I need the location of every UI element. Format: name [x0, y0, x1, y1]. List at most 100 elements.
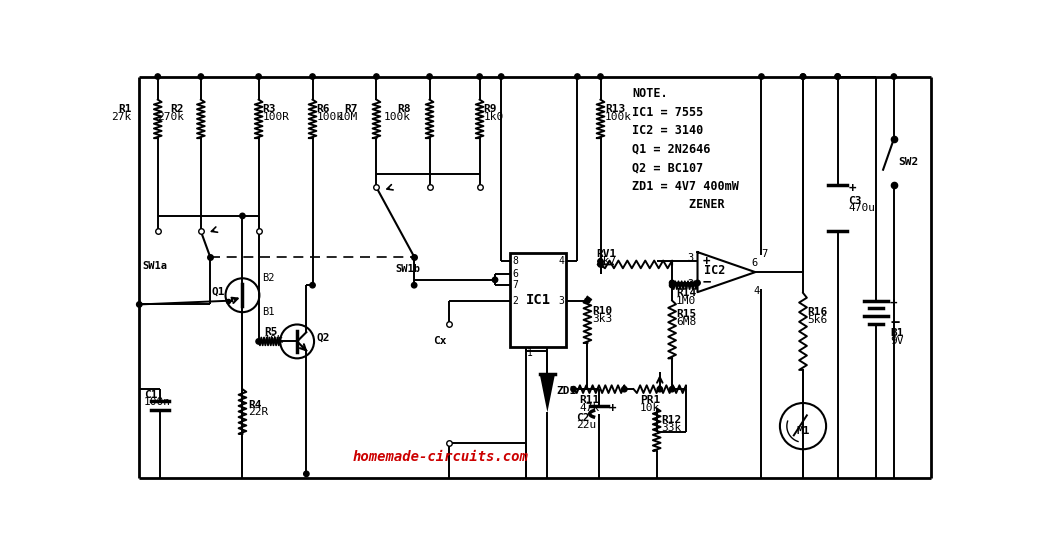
Text: 10k: 10k	[640, 403, 660, 413]
Circle shape	[256, 74, 261, 79]
Text: C1: C1	[144, 390, 158, 399]
Text: 100k: 100k	[606, 112, 632, 122]
Text: R2: R2	[170, 104, 184, 114]
Text: 1M0: 1M0	[675, 295, 696, 306]
Circle shape	[498, 74, 504, 79]
Text: 100k: 100k	[384, 112, 411, 122]
Text: ZD1: ZD1	[556, 386, 577, 396]
Text: −: −	[891, 315, 899, 330]
Text: PR1: PR1	[640, 395, 660, 405]
Text: −: −	[703, 275, 711, 288]
Text: R1: R1	[118, 104, 132, 114]
Text: 33k: 33k	[661, 423, 682, 433]
Text: 100R: 100R	[262, 112, 289, 122]
Text: R7: R7	[345, 104, 358, 114]
Text: 10k: 10k	[264, 335, 284, 345]
Circle shape	[598, 74, 603, 79]
Text: 6: 6	[752, 258, 758, 268]
Circle shape	[310, 283, 315, 288]
Circle shape	[801, 74, 806, 79]
Circle shape	[669, 386, 674, 392]
Text: Q2: Q2	[316, 333, 330, 342]
Text: 3: 3	[688, 253, 694, 263]
Bar	[511, 253, 566, 347]
Circle shape	[835, 74, 840, 79]
Text: C2: C2	[576, 413, 590, 423]
Circle shape	[695, 280, 701, 286]
Circle shape	[598, 259, 603, 264]
Text: 4: 4	[559, 255, 564, 266]
Circle shape	[657, 386, 663, 392]
Text: 22R: 22R	[247, 407, 268, 417]
Text: 6: 6	[513, 270, 519, 279]
Text: IC1: IC1	[525, 293, 550, 307]
Text: homemade-circuits.com: homemade-circuits.com	[353, 450, 528, 464]
Text: 100n: 100n	[144, 397, 171, 407]
Text: 1: 1	[527, 348, 533, 358]
Circle shape	[759, 74, 764, 79]
Text: 470u: 470u	[849, 203, 876, 213]
Text: 5k6: 5k6	[808, 315, 828, 325]
Text: R3: R3	[262, 104, 276, 114]
Text: 1k0: 1k0	[483, 112, 503, 122]
Circle shape	[374, 74, 379, 79]
Circle shape	[835, 74, 840, 79]
Circle shape	[574, 74, 580, 79]
Text: R4: R4	[247, 399, 261, 409]
Text: R11: R11	[579, 395, 600, 405]
Text: 4k7: 4k7	[597, 256, 617, 266]
Circle shape	[156, 74, 161, 79]
Text: 10M: 10M	[337, 112, 358, 122]
Text: IC2: IC2	[704, 264, 726, 277]
Text: +: +	[891, 297, 898, 310]
Text: NOTE.
IC1 = 7555
IC2 = 3140
Q1 = 2N2646
Q2 = BC107
ZD1 = 4V7 400mW
        ZENER: NOTE. IC1 = 7555 IC2 = 3140 Q1 = 2N2646 …	[632, 87, 739, 212]
Text: +: +	[609, 402, 616, 415]
Circle shape	[621, 386, 627, 392]
Text: Cx: Cx	[433, 335, 447, 346]
Circle shape	[669, 280, 674, 286]
Text: +: +	[849, 182, 856, 196]
Circle shape	[256, 339, 261, 344]
Text: R5: R5	[264, 327, 278, 337]
Text: Q1: Q1	[212, 287, 226, 296]
Text: 7: 7	[513, 280, 519, 290]
Circle shape	[304, 471, 309, 477]
Circle shape	[137, 302, 142, 307]
Text: 22u: 22u	[576, 420, 596, 430]
Circle shape	[571, 386, 576, 392]
Circle shape	[801, 74, 806, 79]
Text: R10: R10	[592, 306, 612, 316]
Text: R8: R8	[398, 104, 411, 114]
Text: 7: 7	[761, 249, 767, 259]
Text: B1: B1	[891, 328, 903, 338]
Text: 27k: 27k	[112, 112, 132, 122]
Text: B2: B2	[262, 273, 275, 283]
Text: 2: 2	[688, 279, 694, 289]
Circle shape	[493, 277, 498, 283]
Text: R14: R14	[675, 288, 696, 298]
Circle shape	[310, 74, 315, 79]
Text: B1: B1	[262, 307, 275, 317]
Text: 47k: 47k	[579, 403, 600, 413]
Text: 2: 2	[513, 295, 519, 306]
Circle shape	[669, 283, 674, 288]
Circle shape	[198, 74, 204, 79]
Text: 3: 3	[559, 295, 564, 306]
Polygon shape	[540, 374, 555, 412]
Text: 8: 8	[513, 255, 519, 266]
Text: M1: M1	[797, 426, 810, 436]
Text: R15: R15	[677, 310, 697, 319]
Text: 9V: 9V	[891, 335, 903, 346]
Text: R9: R9	[483, 104, 497, 114]
Text: R16: R16	[808, 307, 828, 317]
Text: SW2: SW2	[899, 157, 919, 167]
Text: +: +	[703, 255, 710, 268]
Circle shape	[411, 283, 417, 288]
Text: 6M8: 6M8	[677, 317, 697, 327]
Text: R13: R13	[606, 104, 625, 114]
Circle shape	[427, 74, 432, 79]
Text: SW1b: SW1b	[395, 264, 420, 274]
Text: R6: R6	[316, 104, 330, 114]
Circle shape	[477, 74, 482, 79]
Text: R12: R12	[661, 415, 682, 425]
